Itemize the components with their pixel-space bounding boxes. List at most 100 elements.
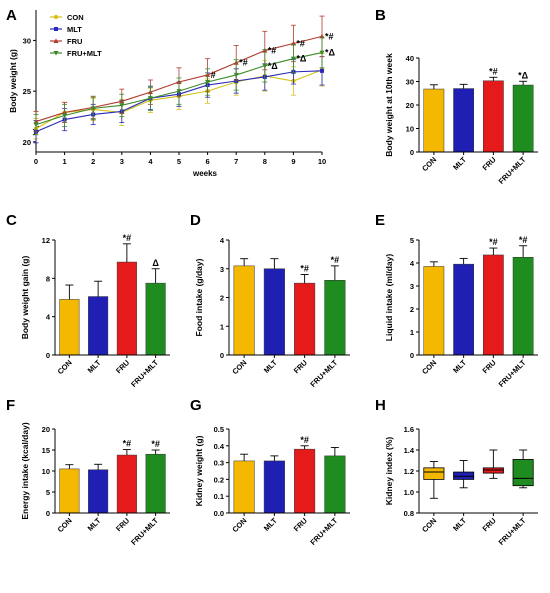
x-tick-label: 7 <box>234 157 238 166</box>
y-tick-label: 0.2 <box>214 475 224 484</box>
bar-con <box>423 88 445 153</box>
bar-con <box>423 266 445 356</box>
y-tick-label: 0.5 <box>214 425 224 434</box>
bar-fru <box>116 261 137 356</box>
x-category-label: FRU <box>114 358 131 375</box>
x-category-label: FRU+MLT <box>308 358 339 389</box>
x-category-label: MLT <box>86 358 103 375</box>
x-category-label: MLT <box>451 358 468 375</box>
significance-marker: *# <box>519 235 528 245</box>
bar-fru-mlt <box>324 455 346 514</box>
y-tick-label: 1.2 <box>404 467 414 476</box>
data-point <box>290 56 296 62</box>
x-category-label: FRU+MLT <box>497 358 528 389</box>
bar-con <box>59 468 80 514</box>
x-category-label: FRU <box>292 516 309 533</box>
significance-marker: Δ <box>152 258 159 268</box>
x-axis-label: weeks <box>192 169 218 178</box>
legend-marker <box>53 51 59 56</box>
legend-label: FRU+MLT <box>67 49 102 58</box>
bar-mlt <box>88 469 109 514</box>
significance-marker: *# <box>123 439 132 449</box>
significance-marker: *Δ <box>325 48 336 58</box>
bar-mlt <box>453 263 474 356</box>
data-point <box>176 89 182 94</box>
bar-fru-mlt <box>324 280 346 356</box>
data-point <box>205 80 211 85</box>
y-tick-label: 0.3 <box>214 459 224 468</box>
x-category-label: FRU+MLT <box>308 516 339 547</box>
y-axis-label: Kidney weight (g) <box>194 435 204 506</box>
y-tick-label: 1.0 <box>404 488 414 497</box>
panel-letter-C: C <box>6 212 17 229</box>
panel-letter-G: G <box>190 397 202 414</box>
panel-letter-B: B <box>375 7 386 24</box>
x-category-label: FRU <box>481 358 498 375</box>
y-tick-label: 2 <box>220 294 224 303</box>
significance-marker: *Δ <box>268 61 279 71</box>
y-tick-label: 20 <box>42 425 50 434</box>
significance-marker: *# <box>300 435 309 445</box>
y-tick-label: 1.4 <box>404 446 415 455</box>
x-category-label: MLT <box>451 155 468 172</box>
data-point <box>147 96 153 101</box>
y-tick-label: 0.8 <box>404 509 414 518</box>
y-tick-label: 2 <box>410 305 414 314</box>
x-category-label: FRU+MLT <box>497 155 528 186</box>
bar-fru <box>294 448 316 514</box>
y-tick-label: 0.4 <box>214 442 225 451</box>
y-tick-label: 10 <box>42 467 50 476</box>
x-tick-label: 5 <box>177 157 181 166</box>
x-category-label: FRU+MLT <box>497 516 528 547</box>
x-category-label: FRU <box>114 516 131 533</box>
x-category-label: MLT <box>451 516 468 533</box>
y-axis-label: Food intake (g/day) <box>194 258 204 336</box>
x-tick-label: 4 <box>148 157 153 166</box>
y-tick-label: 4 <box>46 313 51 322</box>
y-tick-label: 0 <box>46 509 50 518</box>
x-category-label: CON <box>56 516 74 534</box>
y-tick-label: 0 <box>220 351 224 360</box>
y-tick-label: 20 <box>406 101 414 110</box>
significance-marker: *# <box>325 31 334 41</box>
bar-mlt <box>263 460 285 514</box>
x-category-label: CON <box>230 516 248 534</box>
y-tick-label: 1.6 <box>404 425 414 434</box>
y-tick-label: 30 <box>406 78 414 87</box>
x-category-label: FRU+MLT <box>129 358 160 389</box>
x-category-label: MLT <box>262 358 279 375</box>
y-tick-label: 3 <box>220 265 224 274</box>
y-axis-label: Body weight gain (g) <box>20 256 30 340</box>
x-category-label: FRU <box>481 155 498 172</box>
y-tick-label: 40 <box>406 54 414 63</box>
y-tick-label: 8 <box>46 274 50 283</box>
bar-con <box>233 265 255 356</box>
box-con <box>423 467 445 480</box>
y-axis-label: Liquid intake (ml/day) <box>384 254 394 342</box>
bar-mlt <box>263 268 285 356</box>
significance-marker: *# <box>151 439 160 449</box>
data-point <box>319 50 325 56</box>
bar-mlt <box>88 296 109 356</box>
x-category-label: CON <box>420 155 438 173</box>
y-axis-label: Kidney index (%) <box>384 437 394 506</box>
x-category-label: FRU <box>292 358 309 375</box>
significance-marker: *Δ <box>518 70 529 80</box>
legend-label: CON <box>67 13 84 22</box>
data-point <box>320 68 324 73</box>
significance-marker: *# <box>331 255 340 265</box>
data-point <box>119 103 125 108</box>
y-tick-label: 3 <box>410 282 414 291</box>
x-category-label: MLT <box>262 516 279 533</box>
y-tick-label: 10 <box>406 125 414 134</box>
y-tick-label: 1 <box>410 328 414 337</box>
y-tick-label: 0 <box>410 351 414 360</box>
y-tick-label: 4 <box>220 236 225 245</box>
y-axis-label: Body weight at 10th week <box>384 53 394 157</box>
bar-fru <box>483 80 504 153</box>
bar-fru-mlt <box>145 282 166 356</box>
legend-marker <box>54 27 58 31</box>
x-tick-label: 2 <box>91 157 95 166</box>
bar-fru-mlt <box>512 257 534 356</box>
